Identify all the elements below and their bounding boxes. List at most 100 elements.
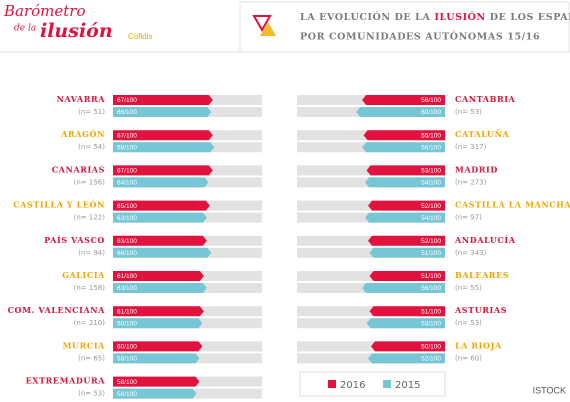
- value-label: 60/100: [117, 344, 137, 351]
- sample-size: (n= 158): [74, 284, 106, 292]
- bar: [371, 341, 445, 352]
- region-name: CATALUÑA: [455, 129, 510, 139]
- sample-size: (n= 53): [455, 108, 482, 116]
- legend-label: 2016: [340, 380, 365, 391]
- value-label: 61/100: [117, 308, 137, 315]
- value-label: 58/100: [117, 379, 137, 386]
- region-name: NAVARRA: [57, 94, 106, 104]
- bar: [368, 235, 445, 246]
- sample-size: (n= 317): [455, 143, 487, 151]
- logo-text: Barómetro: [3, 2, 86, 20]
- sample-size: (n= 53): [78, 390, 105, 398]
- bar: [363, 130, 445, 141]
- value-label: 63/100: [117, 285, 137, 292]
- title-highlight: ILUSIÓN: [434, 11, 485, 23]
- sample-size: (n= 51): [78, 108, 105, 116]
- bar: [369, 271, 445, 281]
- bar: [113, 318, 203, 329]
- region-name: LA RIOJA: [455, 340, 502, 350]
- value-label: 60/100: [117, 320, 137, 327]
- bar: [113, 200, 210, 211]
- sample-size: (n= 55): [455, 284, 482, 292]
- bar: [113, 95, 213, 105]
- value-label: 58/100: [117, 356, 137, 363]
- bar: [368, 200, 445, 211]
- bar: [362, 95, 445, 105]
- region-name: MURCIA: [63, 340, 106, 350]
- value-label: 52/100: [421, 356, 441, 363]
- value-label: 55/100: [421, 132, 441, 139]
- region-name: CASTILLA Y LEÓN: [13, 200, 105, 210]
- sample-size: (n= 65): [78, 354, 105, 362]
- value-label: 51/100: [421, 308, 441, 315]
- credit: ISTOCK: [533, 385, 566, 395]
- value-label: 53/100: [421, 320, 441, 327]
- bar: [113, 107, 212, 117]
- header-icon: [252, 15, 276, 36]
- bar: [362, 142, 445, 153]
- bar: [113, 130, 213, 141]
- value-label: 56/100: [421, 97, 441, 104]
- value-label: 56/100: [421, 144, 441, 151]
- chart-title: LA EVOLUCIÓN DE LA ILUSIÓN DE LOS ESPAÑOLE…: [300, 11, 570, 23]
- value-label: 67/100: [117, 132, 137, 139]
- value-label: 65/100: [117, 203, 137, 210]
- bar: [113, 235, 207, 246]
- title-part: DE LOS ESPAÑOLES: [490, 11, 570, 23]
- bar: [366, 318, 445, 329]
- bar: [369, 247, 445, 258]
- value-label: 56/100: [117, 391, 137, 398]
- region-name: CASTILLA LA MANCHA: [455, 200, 570, 210]
- sample-size: (n= 343): [455, 249, 487, 257]
- value-label: 51/100: [421, 250, 441, 257]
- value-label: 54/100: [421, 215, 441, 222]
- bar: [356, 107, 445, 117]
- bar: [113, 212, 207, 223]
- bar: [113, 177, 209, 188]
- bar: [113, 142, 215, 153]
- value-label: 64/100: [117, 180, 137, 187]
- legend-box: [299, 371, 446, 397]
- bar: [113, 376, 200, 387]
- sample-size: (n= 97): [455, 214, 482, 222]
- value-label: 51/100: [421, 273, 441, 280]
- region-name: MADRID: [455, 164, 498, 174]
- value-label: 67/100: [117, 97, 137, 104]
- bar: [113, 283, 207, 293]
- bar: [366, 165, 445, 176]
- logo-text: ilusión: [40, 20, 113, 42]
- bar: [369, 306, 445, 317]
- bar: [113, 341, 203, 352]
- value-label: 50/100: [421, 344, 441, 351]
- value-label: 53/100: [421, 168, 441, 175]
- bar: [113, 271, 204, 281]
- region-name: GALICIA: [62, 270, 105, 280]
- title-part: LA EVOLUCIÓN DE LA: [300, 11, 430, 23]
- sample-size: (n= 94): [78, 249, 105, 257]
- bar: [113, 306, 204, 317]
- bar: [368, 353, 445, 364]
- region-name: PAÍS VASCO: [44, 235, 105, 245]
- bar: [365, 212, 445, 223]
- sample-size: (n= 210): [74, 319, 106, 327]
- header-box: [239, 1, 570, 53]
- bar: [113, 247, 212, 258]
- chart-subtitle: POR COMUNIDADES AUTÓNOMAS 15/16: [300, 31, 540, 43]
- region-name: ASTURIAS: [454, 305, 507, 315]
- value-label: 52/100: [421, 203, 441, 210]
- value-label: 67/100: [117, 168, 137, 175]
- value-label: 61/100: [117, 273, 137, 280]
- region-name: CANTABRIA: [455, 94, 516, 104]
- sample-size: (n= 156): [74, 178, 106, 186]
- region-name: BALEARES: [455, 270, 509, 280]
- legend-label: 2015: [395, 380, 420, 391]
- region-name: ANDALUCÍA: [454, 235, 516, 245]
- value-label: 63/100: [117, 215, 137, 222]
- region-name: COM. VALENCIANA: [8, 305, 106, 315]
- bar: [113, 388, 197, 399]
- value-label: 68/100: [117, 144, 137, 151]
- sponsor: Cofidis: [128, 32, 152, 41]
- sample-size: (n= 54): [78, 143, 105, 151]
- sample-size: (n= 60): [455, 354, 482, 362]
